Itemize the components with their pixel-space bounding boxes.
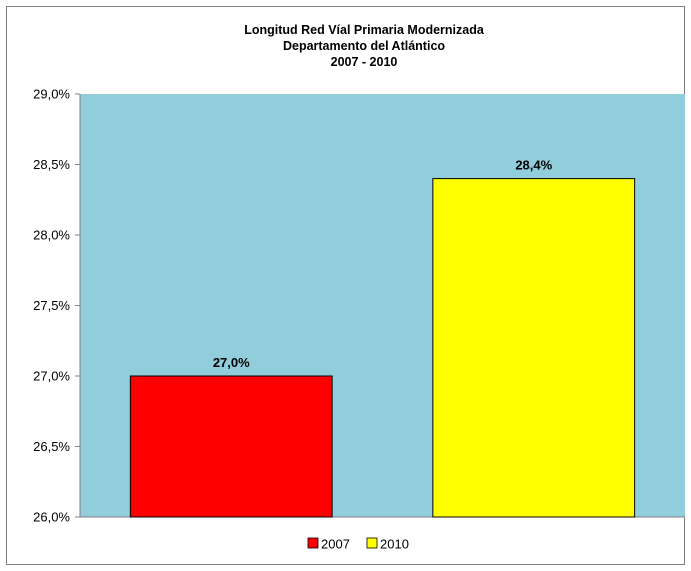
- y-tick-label: 28,0%: [33, 228, 70, 243]
- y-tick-label: 29,0%: [33, 87, 70, 102]
- chart-title-line-1: Longitud Red Víal Primaria Modernizada: [244, 23, 485, 37]
- legend-label-2007: 2007: [321, 537, 350, 552]
- data-label-2007: 27,0%: [213, 355, 250, 370]
- y-tick-label: 26,5%: [33, 439, 70, 454]
- y-tick-label: 26,0%: [33, 510, 70, 525]
- data-label-2010: 28,4%: [515, 158, 552, 173]
- bar-2007: [129, 375, 333, 518]
- bar-series: [129, 178, 636, 518]
- legend-swatch-2007: [307, 537, 319, 549]
- data-labels: 27,0% 28,4%: [213, 158, 553, 370]
- legend-label-2010: 2010: [380, 537, 409, 552]
- legend-swatch-2010: [366, 537, 378, 549]
- bar-2010: [432, 178, 636, 518]
- y-tick-label: 27,5%: [33, 298, 70, 313]
- legend: 2007 2010: [307, 537, 409, 552]
- y-tick-label: 27,0%: [33, 369, 70, 384]
- chart-title-line-2: Departamento del Atlántico: [283, 39, 445, 53]
- chart-title-line-3: 2007 - 2010: [331, 55, 398, 69]
- y-tick-label: 28,5%: [33, 157, 70, 172]
